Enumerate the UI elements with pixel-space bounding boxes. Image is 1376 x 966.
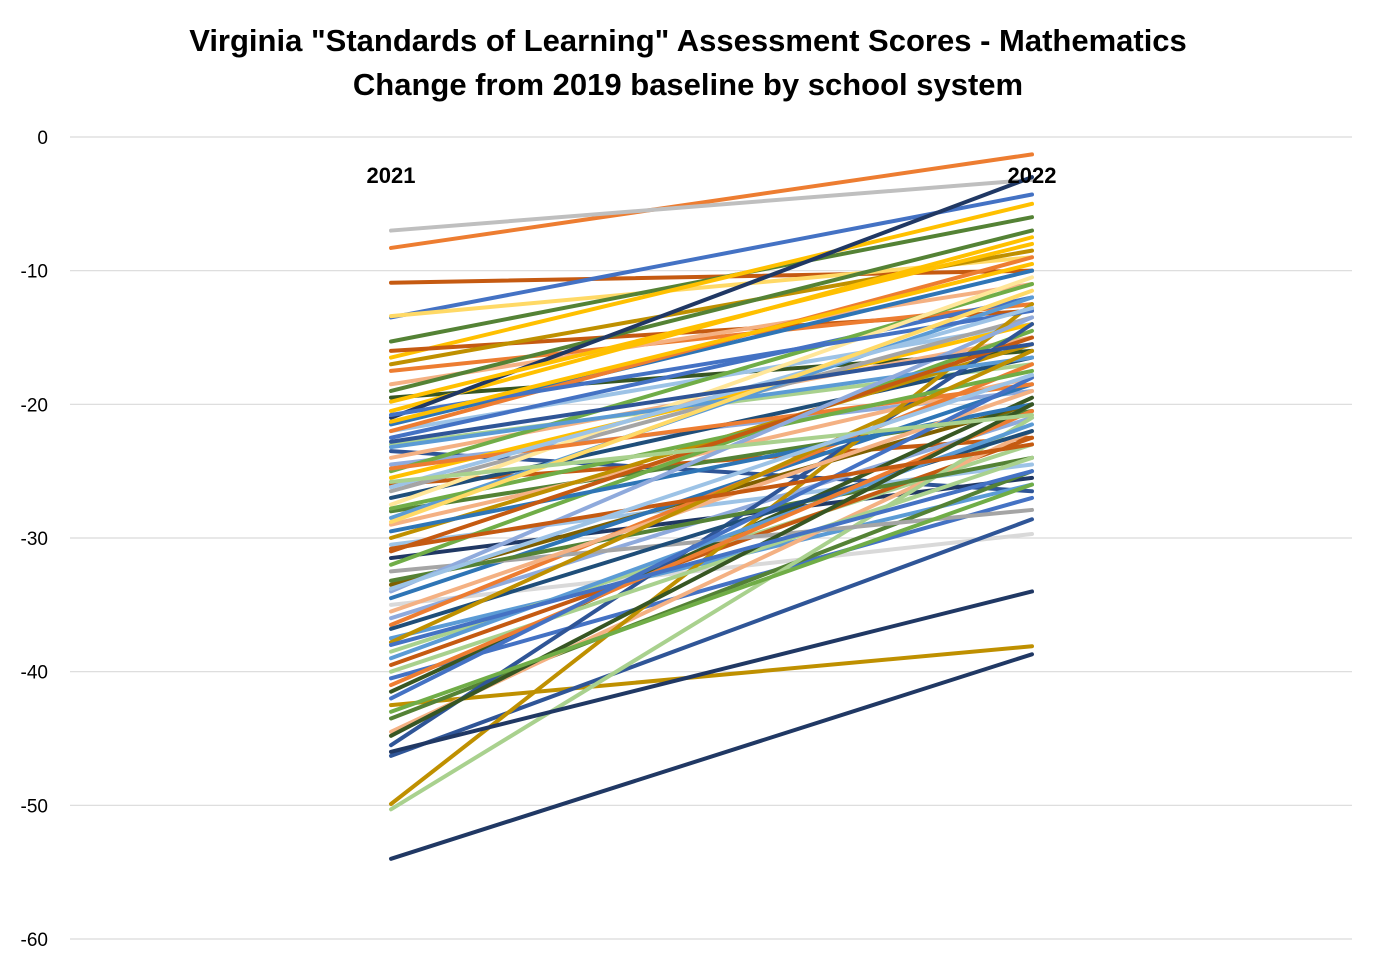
series-line	[389, 368, 1034, 511]
series-line	[389, 409, 1034, 688]
series-line	[389, 415, 1034, 812]
series-line	[389, 455, 1034, 674]
y-tick-label: 0	[37, 128, 48, 149]
y-tick-label: -50	[21, 796, 48, 817]
series-line	[389, 315, 1034, 594]
series-line	[389, 652, 1034, 861]
series-line	[389, 261, 1034, 424]
series-line	[389, 192, 1034, 320]
series-line	[389, 375, 1034, 701]
y-tick-label: -60	[21, 930, 48, 951]
series-line	[389, 589, 1034, 754]
y-tick-label: -40	[21, 663, 48, 684]
series-line	[389, 517, 1034, 758]
series-line	[389, 302, 1034, 806]
series-line	[389, 152, 1034, 250]
series-line	[389, 268, 1034, 285]
series-line	[389, 241, 1034, 404]
series-line	[389, 342, 1034, 444]
series-line	[389, 455, 1034, 583]
series-line	[389, 177, 1034, 233]
series-line	[389, 413, 1034, 484]
series-line	[389, 201, 1034, 360]
series-line	[389, 372, 1034, 591]
series-line	[389, 482, 1034, 714]
chart-subtitle: Change from 2019 baseline by school syst…	[352, 67, 1024, 102]
chart-title: Virginia "Standards of Learning" Assessm…	[189, 23, 1187, 58]
series-line	[389, 482, 1034, 641]
series-line	[389, 306, 1034, 490]
series-line	[389, 375, 1034, 527]
series-line	[389, 644, 1034, 708]
series-line	[389, 288, 1034, 524]
x-category-label: 2022	[1008, 163, 1057, 188]
y-tick-label: -30	[21, 529, 48, 550]
y-tick-label: -10	[21, 262, 48, 283]
series-line	[389, 282, 1034, 387]
series-line	[389, 469, 1034, 647]
series-line	[389, 442, 1034, 551]
series-line	[389, 175, 1034, 420]
series-line	[389, 228, 1034, 393]
series-line	[389, 295, 1034, 440]
series-line	[389, 495, 1034, 681]
series-line	[389, 335, 1034, 554]
series-line	[389, 435, 1034, 667]
y-tick-label: -20	[21, 395, 48, 416]
series-line	[389, 402, 1034, 738]
x-category-label: 2021	[367, 163, 416, 188]
